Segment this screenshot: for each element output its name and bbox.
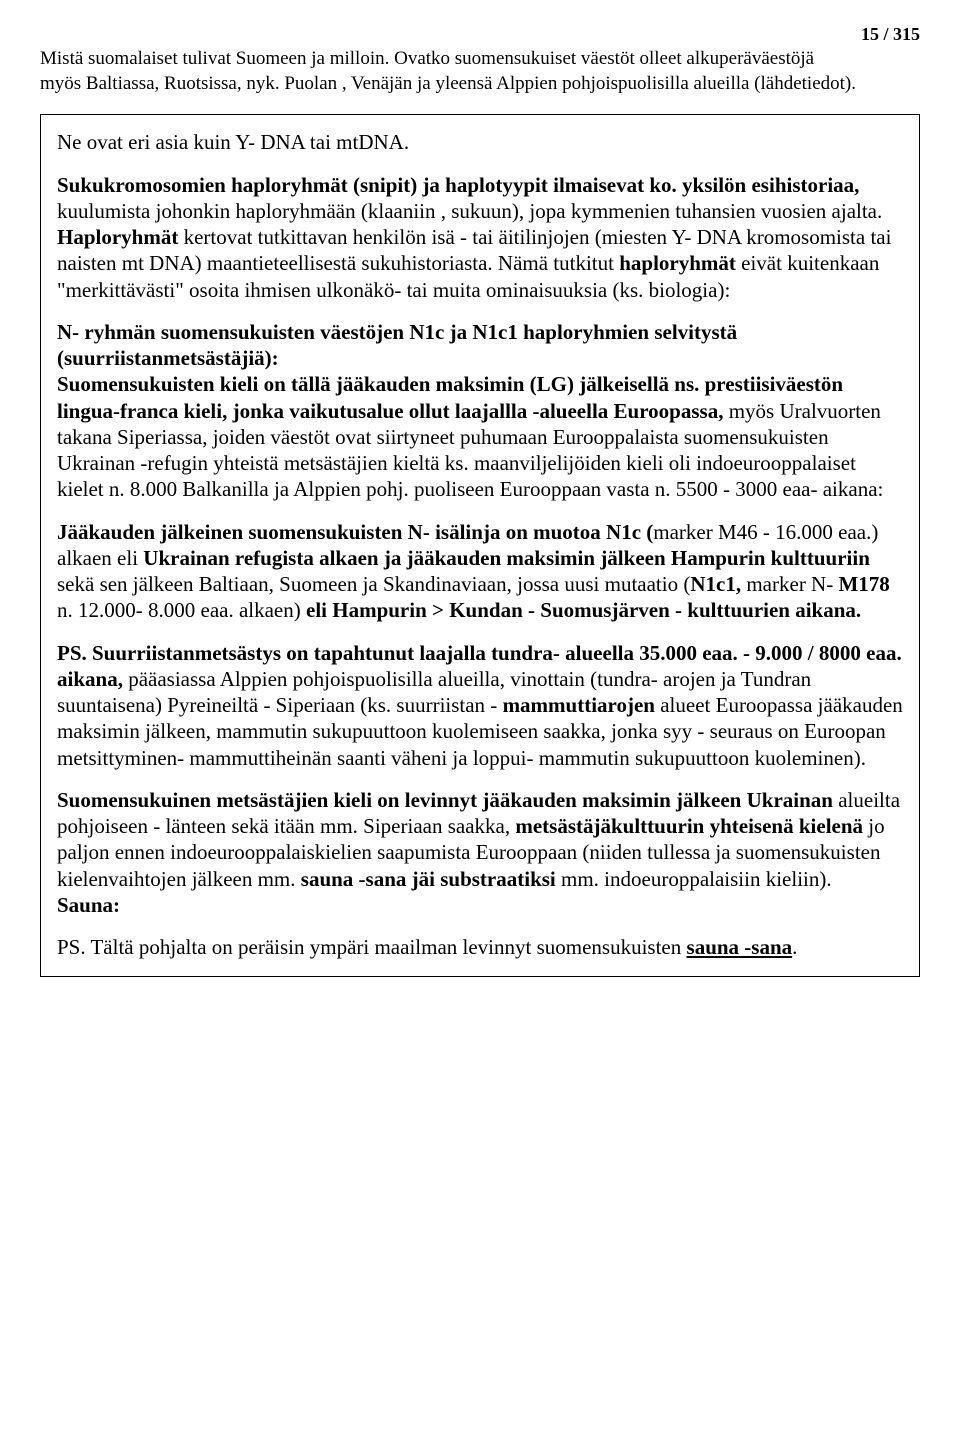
paragraph-6: Suomensukuinen metsästäjien kieli on lev… (57, 787, 903, 918)
p6-bold-4: Sauna: (57, 893, 120, 917)
p2-bold-1: Sukukromosomien haploryhmät (snipit) ja … (57, 173, 859, 197)
p3-bold-1: N- ryhmän suomensukuisten väestöjen N1c … (57, 320, 737, 370)
content-box: Ne ovat eri asia kuin Y- DNA tai mtDNA. … (40, 114, 920, 977)
p4-text-e: n. 12.000- 8.000 eaa. alkaen) (57, 598, 306, 622)
p4-bold-5: eli Hampurin > Kundan - Suomusjärven - k… (306, 598, 861, 622)
p6-text-d: mm. indoeuroppalaisiin kieliin). (556, 867, 832, 891)
p2-bold-2: Haploryhmät (57, 225, 178, 249)
p4-bold-1: Jääkauden jälkeinen suomensukuisten N- i… (57, 520, 653, 544)
p4-bold-4: M178 (838, 572, 889, 596)
page-number: 15 / 315 (40, 24, 920, 45)
p7-text-a: PS. Tältä pohjalta on peräisin ympäri ma… (57, 935, 687, 959)
p6-bold-3: sauna -sana jäi substraatiksi (301, 867, 556, 891)
p7-dot: . (792, 935, 797, 959)
paragraph-7: PS. Tältä pohjalta on peräisin ympäri ma… (57, 934, 903, 960)
p4-bold-2: Ukrainan refugista alkaen ja jääkauden m… (143, 546, 870, 570)
paragraph-1: Ne ovat eri asia kuin Y- DNA tai mtDNA. (57, 129, 903, 155)
running-header: Mistä suomalaiset tulivat Suomeen ja mil… (40, 47, 920, 96)
paragraph-2: Sukukromosomien haploryhmät (snipit) ja … (57, 172, 903, 303)
p4-text-c: sekä sen jälkeen Baltiaan, Suomeen ja Sk… (57, 572, 690, 596)
p4-text-d: marker N- (741, 572, 838, 596)
p6-bold-2: metsästäjäkulttuurin yhteisenä kielenä (515, 814, 863, 838)
paragraph-5: PS. Suurriistanmetsästys on tapahtunut l… (57, 640, 903, 771)
p2-text-a: kuulumista johonkin haploryhmään (klaani… (57, 199, 882, 223)
header-line-2: myös Baltiassa, Ruotsissa, nyk. Puolan ,… (40, 73, 856, 94)
p2-bold-3: haploryhmät (619, 251, 736, 275)
p6-bold-1: Suomensukuinen metsästäjien kieli on lev… (57, 788, 833, 812)
header-line-1: Mistä suomalaiset tulivat Suomeen ja mil… (40, 48, 814, 69)
p4-bold-3: N1c1, (690, 572, 741, 596)
p5-bold-2: mammuttiarojen (503, 693, 655, 717)
paragraph-3: N- ryhmän suomensukuisten väestöjen N1c … (57, 319, 903, 503)
page: 15 / 315 Mistä suomalaiset tulivat Suome… (0, 0, 960, 1009)
p1-text: Ne ovat eri asia kuin Y- DNA tai mtDNA. (57, 130, 409, 154)
paragraph-4: Jääkauden jälkeinen suomensukuisten N- i… (57, 519, 903, 624)
p7-bold-underline: sauna -sana (687, 935, 793, 959)
